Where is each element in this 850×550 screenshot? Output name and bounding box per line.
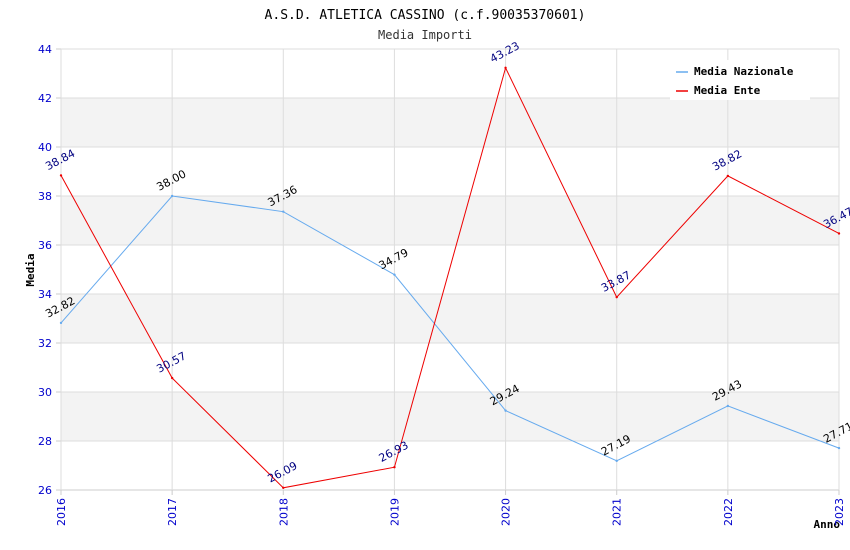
x-axis-label: Anno xyxy=(814,518,841,531)
data-point xyxy=(837,232,841,235)
x-tick-label: 2018 xyxy=(277,498,290,526)
x-tick-label: 2023 xyxy=(833,498,846,526)
x-tick-label: 2022 xyxy=(722,498,735,526)
chart-title: A.S.D. ATLETICA CASSINO (c.f.90035370601… xyxy=(265,8,586,23)
data-point xyxy=(170,376,174,380)
legend-label-media-nazionale: Media Nazionale xyxy=(694,65,794,78)
data-point xyxy=(393,466,396,469)
grid-band xyxy=(61,196,839,245)
data-point xyxy=(504,409,507,412)
x-tick-label: 2019 xyxy=(388,498,401,526)
y-tick-label: 38 xyxy=(38,190,52,203)
grid-band xyxy=(61,147,839,196)
series-line-media-nazionale xyxy=(60,195,840,462)
data-point xyxy=(615,459,618,463)
data-point xyxy=(59,174,63,177)
data-point xyxy=(504,66,507,70)
data-point xyxy=(615,295,618,299)
x-tick-label: 2017 xyxy=(166,498,179,526)
x-tick-label: 2016 xyxy=(55,498,68,526)
grid-bands xyxy=(61,49,839,490)
grid-band xyxy=(61,392,839,441)
series-line-media-ente xyxy=(60,66,840,489)
series-lines xyxy=(59,66,841,489)
grid-band xyxy=(61,98,839,147)
y-tick-label: 34 xyxy=(38,288,52,301)
y-tick-labels: 26 28 30 32 34 36 38 40 42 44 xyxy=(38,43,52,497)
grid-band xyxy=(61,245,839,294)
y-tick-label: 40 xyxy=(38,141,52,154)
chart-subtitle: Media Importi xyxy=(378,28,472,42)
data-point xyxy=(282,210,285,213)
y-tick-label: 28 xyxy=(38,435,52,448)
y-tick-label: 42 xyxy=(38,92,52,105)
data-point xyxy=(170,194,174,198)
data-point xyxy=(837,446,841,450)
y-tick-label: 36 xyxy=(38,239,52,252)
y-tick-label: 44 xyxy=(38,43,52,56)
data-point xyxy=(282,486,285,489)
data-point xyxy=(59,321,63,325)
data-point xyxy=(726,174,730,178)
x-tick-label: 2020 xyxy=(500,498,513,526)
grid-band xyxy=(61,343,839,392)
legend-label-media-ente: Media Ente xyxy=(694,84,761,97)
y-axis-label: Media xyxy=(24,253,37,286)
grid-band xyxy=(61,294,839,343)
y-tick-label: 32 xyxy=(38,337,52,350)
data-point xyxy=(726,404,730,408)
x-tick-label: 2021 xyxy=(611,498,624,526)
y-tick-label: 30 xyxy=(38,386,52,399)
grid-band xyxy=(61,441,839,490)
data-point xyxy=(393,273,396,276)
legend-box xyxy=(670,60,810,100)
x-tick-labels: 2016 2017 2018 2019 2020 2021 2022 2023 xyxy=(55,498,846,526)
y-tick-label: 26 xyxy=(38,484,52,497)
legend: Media Nazionale Media Ente xyxy=(670,60,810,100)
